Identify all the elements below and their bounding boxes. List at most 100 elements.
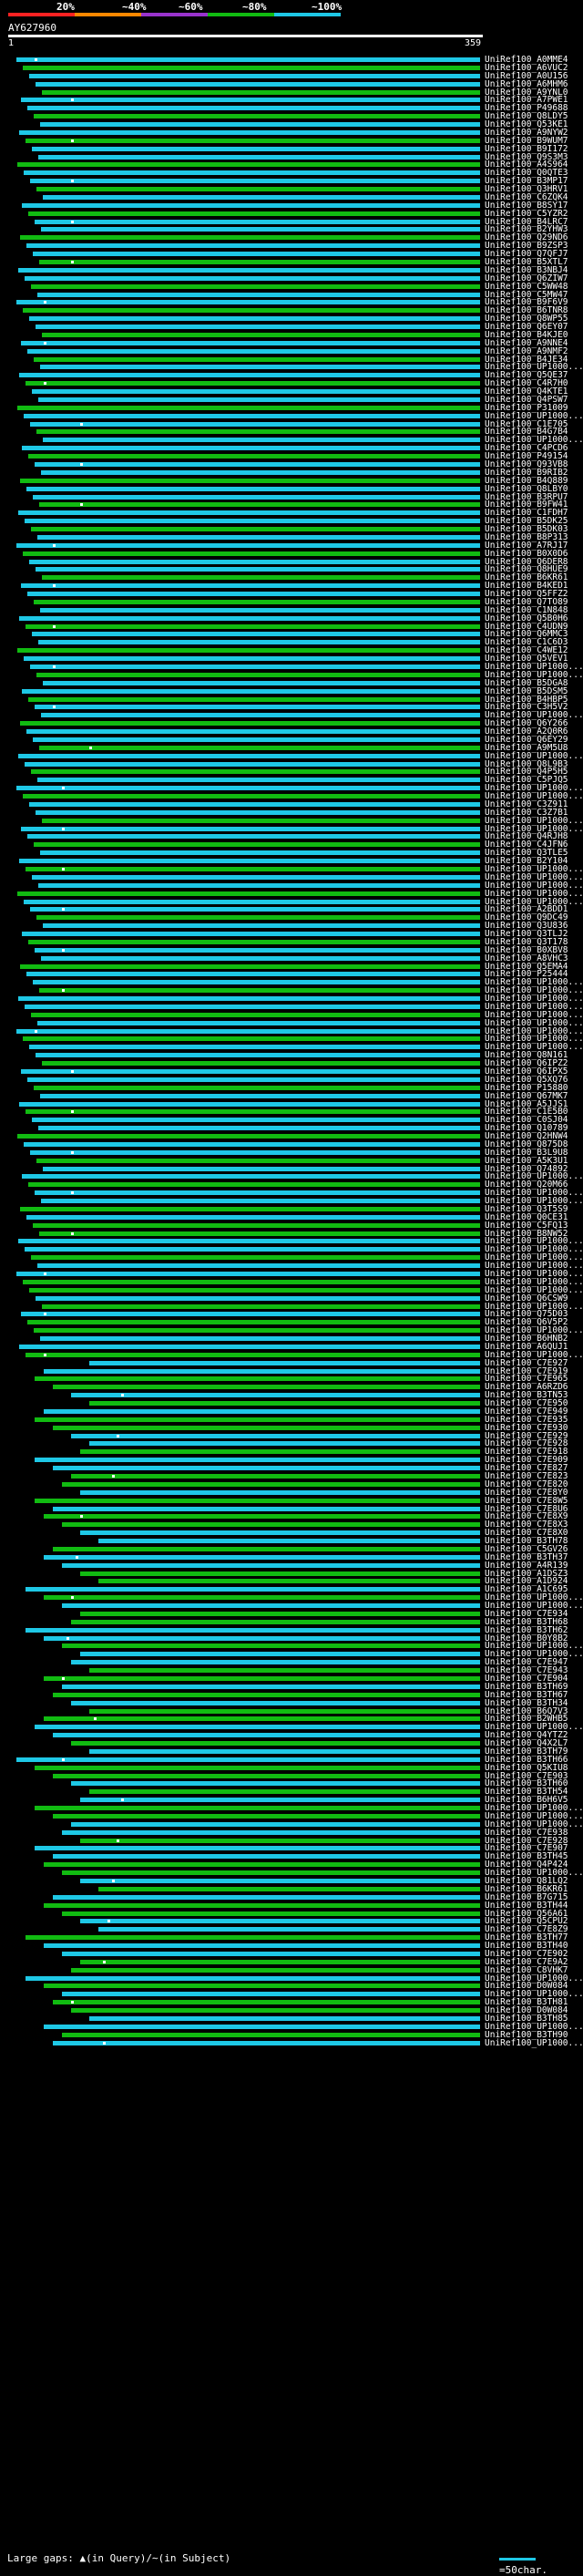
hit-label[interactable]: UniRef100_C5FQ13	[485, 1220, 568, 1231]
hit-label[interactable]: UniRef100_C7E938	[485, 1827, 568, 1838]
hit-label[interactable]: UniRef100_C7E8X3	[485, 1520, 568, 1530]
hit-label[interactable]: UniRef100_C7E827	[485, 1463, 568, 1474]
hit-label[interactable]: UniRef100_C5PJQ5	[485, 775, 568, 786]
hit-label[interactable]: UniRef100_C7E907	[485, 1843, 568, 1854]
hit-label[interactable]: UniRef100_UP1000...	[485, 1034, 583, 1045]
hit-label[interactable]: UniRef100_UP1000...	[485, 1236, 583, 1247]
hit-label[interactable]: UniRef100_B3TH79	[485, 1746, 568, 1757]
hit-label[interactable]: UniRef100_B4KED1	[485, 581, 568, 592]
hit-label[interactable]: UniRef100_A2Q0R6	[485, 726, 568, 737]
hit-label[interactable]: UniRef100_UP1000...	[485, 1244, 583, 1255]
hit-label[interactable]: UniRef100_C7E8Z9	[485, 1924, 568, 1935]
hit-label[interactable]: UniRef100_Q6DER8	[485, 556, 568, 567]
hit-label[interactable]: UniRef100_P49688	[485, 103, 568, 114]
hit-label[interactable]: UniRef100_C1C6D3	[485, 637, 568, 648]
hit-label[interactable]: UniRef100_B3TH77	[485, 1932, 568, 1943]
hit-label[interactable]: UniRef100_Q9S3M3	[485, 151, 568, 162]
hit-label[interactable]: UniRef100_C8VHK7	[485, 1964, 568, 1975]
hit-label[interactable]: UniRef100_B3TH40	[485, 1941, 568, 1952]
hit-label[interactable]: UniRef100_B5DK25	[485, 516, 568, 527]
hit-label[interactable]: UniRef100_A1DSZ3	[485, 1568, 568, 1579]
hit-label[interactable]: UniRef100_Q4P5H5	[485, 767, 568, 778]
hit-label[interactable]: UniRef100_B4HBP5	[485, 694, 568, 705]
hit-label[interactable]: UniRef100_UP1000...	[485, 985, 583, 996]
hit-label[interactable]: UniRef100_Q10789	[485, 1123, 568, 1134]
hit-label[interactable]: UniRef100_A9NMF2	[485, 345, 568, 356]
hit-label[interactable]: UniRef100_B8SY17	[485, 200, 568, 211]
hit-label[interactable]: UniRef100_Q6Y266	[485, 718, 568, 729]
hit-label[interactable]: UniRef100_Q5EMA4	[485, 961, 568, 972]
hit-label[interactable]: UniRef100_Q5FFZ2	[485, 589, 568, 600]
hit-label[interactable]: UniRef100_C7E943	[485, 1665, 568, 1676]
hit-label[interactable]: UniRef100_Q6CSW9	[485, 1293, 568, 1303]
hit-label[interactable]: UniRef100_Q6MMC3	[485, 629, 568, 640]
hit-label[interactable]: UniRef100_C7E904	[485, 1674, 568, 1684]
hit-label[interactable]: UniRef100_B3TH66	[485, 1754, 568, 1765]
hit-label[interactable]: UniRef100_B3TH37	[485, 1551, 568, 1562]
hit-label[interactable]: UniRef100_Q4X2L7	[485, 1738, 568, 1749]
hit-label[interactable]: UniRef100_C1E5B0	[485, 1107, 568, 1118]
hit-label[interactable]: UniRef100_C7E8W5	[485, 1495, 568, 1506]
hit-label[interactable]: UniRef100_B9F6V9	[485, 297, 568, 308]
hit-label[interactable]: UniRef100_B6KR61	[485, 572, 568, 583]
hit-label[interactable]: UniRef100_Q4PSW7	[485, 394, 568, 405]
hit-label[interactable]: UniRef100_UP1000...	[485, 1196, 583, 1207]
hit-label[interactable]: UniRef100_B6TNR8	[485, 305, 568, 316]
hit-label[interactable]: UniRef100_Q4P424	[485, 1860, 568, 1870]
hit-label[interactable]: UniRef100_C7E949	[485, 1406, 568, 1417]
hit-label[interactable]: UniRef100_A9NNE4	[485, 337, 568, 348]
hit-label[interactable]: UniRef100_UP1000...	[485, 1649, 583, 1660]
hit-label[interactable]: UniRef100_Q4KTE1	[485, 386, 568, 397]
hit-label[interactable]: UniRef100_D0W084	[485, 2005, 568, 2016]
hit-label[interactable]: UniRef100_UP1000...	[485, 1017, 583, 1028]
hit-label[interactable]: UniRef100_B6Q7V3	[485, 1705, 568, 1716]
hit-label[interactable]: UniRef100_D0W084	[485, 1981, 568, 1992]
hit-label[interactable]: UniRef100_Q8WP55	[485, 314, 568, 325]
hit-label[interactable]: UniRef100_C7E919	[485, 1365, 568, 1376]
hit-label[interactable]: UniRef100_UP1000...	[485, 1171, 583, 1182]
hit-label[interactable]: UniRef100_B5XTL7	[485, 257, 568, 267]
hit-label[interactable]: UniRef100_Q8N161	[485, 1050, 568, 1061]
hit-label[interactable]: UniRef100_UP1000...	[485, 1325, 583, 1336]
hit-label[interactable]: UniRef100_C4R7H0	[485, 378, 568, 389]
hit-label[interactable]: UniRef100_A4S964	[485, 160, 568, 170]
hit-label[interactable]: UniRef100_UP1000...	[485, 896, 583, 907]
hit-label[interactable]: UniRef100_Q0QTE3	[485, 168, 568, 179]
hit-label[interactable]: UniRef100_A2BDD1	[485, 904, 568, 915]
hit-label[interactable]: UniRef100_Q3U836	[485, 921, 568, 932]
hit-label[interactable]: UniRef100_C7E929	[485, 1430, 568, 1441]
hit-label[interactable]: UniRef100_Q2HNW4	[485, 1131, 568, 1142]
hit-label[interactable]: UniRef100_B3TH69	[485, 1681, 568, 1692]
hit-label[interactable]: UniRef100_A4R139	[485, 1560, 568, 1571]
hit-label[interactable]: UniRef100_Q6V5P2	[485, 1317, 568, 1328]
hit-label[interactable]: UniRef100_B3RPU7	[485, 491, 568, 502]
hit-label[interactable]: UniRef100_C7E927	[485, 1357, 568, 1368]
hit-label[interactable]: UniRef100_UP1000...	[485, 1301, 583, 1312]
hit-label[interactable]: UniRef100_B3TH85	[485, 2013, 568, 2024]
hit-label[interactable]: UniRef100_P15880	[485, 1082, 568, 1093]
hit-label[interactable]: UniRef100_B3TH34	[485, 1697, 568, 1708]
hit-label[interactable]: UniRef100_UP1000...	[485, 1989, 583, 2000]
hit-label[interactable]: UniRef100_UP1000...	[485, 1641, 583, 1652]
hit-label[interactable]: UniRef100_Q56A61	[485, 1908, 568, 1919]
hit-label[interactable]: UniRef100_Q5CPU2	[485, 1916, 568, 1927]
hit-label[interactable]: UniRef100_B6KR61	[485, 1883, 568, 1894]
hit-label[interactable]: UniRef100_C7E935	[485, 1414, 568, 1425]
hit-label[interactable]: UniRef100_Q3T178	[485, 936, 568, 947]
hit-label[interactable]: UniRef100_B3L9U8	[485, 1147, 568, 1158]
hit-label[interactable]: UniRef100_C7E823	[485, 1471, 568, 1481]
hit-label[interactable]: UniRef100_C7E918	[485, 1447, 568, 1458]
hit-label[interactable]: UniRef100_UP1000...	[485, 1349, 583, 1360]
hit-label[interactable]: UniRef100_UP1000...	[485, 1973, 583, 1984]
hit-label[interactable]: UniRef100_Q7QFJ7	[485, 249, 568, 260]
hit-label[interactable]: UniRef100_UP1000...	[485, 2021, 583, 2032]
hit-label[interactable]: UniRef100_Q0CE31	[485, 1211, 568, 1222]
hit-label[interactable]: UniRef100_C4PCD6	[485, 443, 568, 454]
hit-label[interactable]: UniRef100_B2Y104	[485, 856, 568, 867]
hit-label[interactable]: UniRef100_Q5KIU8	[485, 1762, 568, 1773]
hit-label[interactable]: UniRef100_B8NW52	[485, 1228, 568, 1239]
hit-label[interactable]: UniRef100_B7G715	[485, 1891, 568, 1902]
hit-label[interactable]: UniRef100_B3TH81	[485, 1997, 568, 2008]
hit-label[interactable]: UniRef100_UP1000...	[485, 1868, 583, 1879]
hit-label[interactable]: UniRef100_UP1000...	[485, 1252, 583, 1263]
